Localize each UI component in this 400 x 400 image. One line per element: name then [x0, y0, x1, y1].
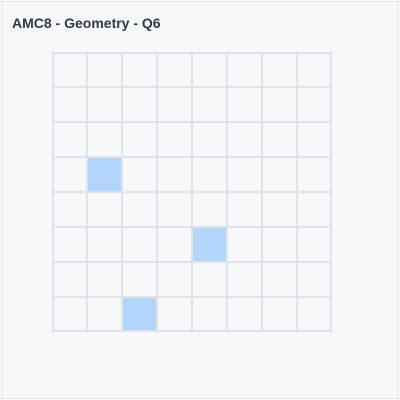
grid-cell: [192, 87, 227, 122]
grid-cell: [297, 87, 332, 122]
grid-cell: [297, 52, 332, 87]
grid-cell: [52, 262, 87, 297]
grid-cell: [227, 227, 262, 262]
grid-cell: [87, 262, 122, 297]
grid-cell: [297, 297, 332, 332]
grid-cell: [262, 262, 297, 297]
page-title: AMC8 - Geometry - Q6: [12, 15, 161, 31]
grid-cell: [297, 122, 332, 157]
grid-cell: [157, 262, 192, 297]
square-grid: [52, 52, 332, 332]
grid-cell: [192, 192, 227, 227]
grid-cell: [297, 227, 332, 262]
grid-cell: [157, 122, 192, 157]
grid-cell: [157, 227, 192, 262]
highlighted-cell: [88, 158, 121, 191]
grid-cell: [227, 52, 262, 87]
grid-cell: [227, 297, 262, 332]
grid-cell: [157, 192, 192, 227]
grid-cell: [227, 87, 262, 122]
grid-cell: [122, 227, 157, 262]
grid-cell: [87, 87, 122, 122]
highlighted-cell: [123, 298, 156, 331]
grid-cell: [157, 297, 192, 332]
grid-cell: [52, 227, 87, 262]
grid-cell: [122, 52, 157, 87]
grid-cell: [262, 52, 297, 87]
grid-cell: [227, 157, 262, 192]
grid-cell: [122, 157, 157, 192]
grid-cell: [192, 157, 227, 192]
grid-cell: [227, 192, 262, 227]
grid-cell: [157, 157, 192, 192]
grid-cell: [122, 122, 157, 157]
grid-cell: [297, 192, 332, 227]
grid-cell: [52, 87, 87, 122]
grid-cell: [157, 52, 192, 87]
grid-cell: [192, 52, 227, 87]
grid-cell: [52, 192, 87, 227]
grid-cell: [87, 297, 122, 332]
grid-cell: [87, 192, 122, 227]
grid-cell: [52, 52, 87, 87]
grid-cell: [87, 122, 122, 157]
grid-cell: [262, 297, 297, 332]
grid-cell: [192, 122, 227, 157]
highlighted-cell: [193, 228, 226, 261]
grid-cell: [122, 192, 157, 227]
grid-cell: [227, 262, 262, 297]
grid-canvas: [52, 52, 332, 332]
grid-cell: [122, 87, 157, 122]
grid-cell: [227, 122, 262, 157]
grid-cell: [262, 87, 297, 122]
grid-cell: [262, 192, 297, 227]
grid-cell: [192, 297, 227, 332]
grid-cell: [122, 262, 157, 297]
grid-cell: [262, 227, 297, 262]
grid-cell: [157, 87, 192, 122]
grid-cell: [262, 157, 297, 192]
grid-cell: [52, 122, 87, 157]
grid-cell: [297, 262, 332, 297]
grid-cell: [52, 297, 87, 332]
grid-cell: [297, 157, 332, 192]
grid-cell: [262, 122, 297, 157]
grid-cell: [87, 52, 122, 87]
grid-cell: [192, 262, 227, 297]
grid-cell: [52, 157, 87, 192]
grid-cell: [87, 227, 122, 262]
